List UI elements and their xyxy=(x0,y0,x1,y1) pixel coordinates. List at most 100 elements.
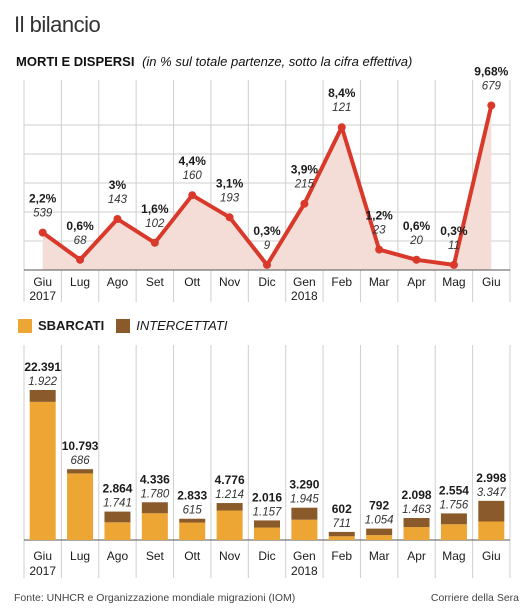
bar-landed-label: 4.336 xyxy=(140,472,170,486)
line-year-label: 2017 xyxy=(29,289,56,303)
legend-swatch-landed xyxy=(18,318,32,333)
bar-month-label: Mag xyxy=(442,549,465,563)
bar-month-label: Giu xyxy=(482,549,501,563)
bar-landed xyxy=(366,535,393,540)
mortality-point xyxy=(38,228,47,237)
mortality-point xyxy=(487,101,496,110)
bar-intercepted-label: 1.463 xyxy=(402,504,431,516)
mortality-percent-label: 0,6% xyxy=(66,219,94,233)
bar-intercepted-label: 711 xyxy=(333,518,351,530)
mortality-point xyxy=(337,123,346,132)
mortality-count-label: 68 xyxy=(74,235,87,247)
mortality-count-label: 102 xyxy=(145,218,165,230)
line-month-label: Feb xyxy=(331,275,352,289)
mortality-point xyxy=(225,213,234,222)
bar-landed-label: 2.098 xyxy=(402,488,432,502)
bar-intercepted xyxy=(366,528,393,536)
line-month-label: Set xyxy=(146,275,165,289)
bar-month-label: Ago xyxy=(107,549,129,563)
mortality-count-label: 9 xyxy=(264,240,271,252)
bar-intercepted xyxy=(141,502,168,514)
mortality-percent-label: 3% xyxy=(109,178,127,192)
bar-intercepted xyxy=(291,507,318,520)
line-month-label: Lug xyxy=(70,275,90,289)
line-month-label: Ott xyxy=(184,275,201,289)
mortality-percent-label: 0,3% xyxy=(440,224,468,238)
bar-landed-label: 792 xyxy=(369,499,389,513)
bar-intercepted xyxy=(328,531,355,537)
subtitle-strong: MORTI E DISPERSI xyxy=(16,54,135,69)
bar-intercepted xyxy=(478,500,505,522)
source-note: Fonte: UNHCR e Organizzazione mondiale m… xyxy=(14,592,296,604)
bar-landed xyxy=(328,536,355,540)
mortality-point xyxy=(300,199,309,208)
bar-intercepted-label: 1.756 xyxy=(440,499,469,511)
mortality-point xyxy=(375,245,384,254)
mortality-point xyxy=(150,238,159,247)
bar-month-label: Giu xyxy=(33,549,52,563)
subtitle-note: (in % sul totale partenze, sotto la cifr… xyxy=(142,54,413,69)
line-month-label: Apr xyxy=(407,275,426,289)
line-year-label: 2018 xyxy=(291,289,318,303)
mortality-percent-label: 4,4% xyxy=(179,154,207,168)
legend-label-intercepted: INTERCETTATI xyxy=(136,318,228,333)
publisher-credit: Corriere della Sera xyxy=(430,592,519,604)
mortality-count-label: 143 xyxy=(108,194,128,206)
line-month-label: Dic xyxy=(258,275,275,289)
bar-intercepted-label: 1.054 xyxy=(365,515,394,527)
mortality-point xyxy=(113,215,122,223)
mortality-count-label: 11 xyxy=(448,240,460,252)
mortality-count-label: 193 xyxy=(220,192,240,204)
mortality-count-label: 539 xyxy=(33,208,53,220)
bar-landed-label: 602 xyxy=(332,502,352,516)
bar-intercepted-label: 615 xyxy=(183,505,203,517)
mortality-count-label: 20 xyxy=(409,235,423,247)
bar-landed-label: 2.554 xyxy=(439,483,469,497)
mortality-point xyxy=(449,260,458,269)
bar-landed xyxy=(254,527,280,540)
bar-landed-label: 4.776 xyxy=(215,473,245,487)
line-month-label: Ago xyxy=(107,275,129,289)
bar-month-label: Ott xyxy=(184,549,201,563)
line-month-label: Giu xyxy=(482,275,501,289)
bar-intercepted xyxy=(216,503,243,511)
bar-intercepted-label: 1.157 xyxy=(253,506,282,518)
mortality-percent-label: 0,3% xyxy=(253,224,281,238)
mortality-percent-label: 0,6% xyxy=(403,219,431,233)
mortality-percent-label: 3,1% xyxy=(216,176,244,190)
bar-landed xyxy=(403,527,430,540)
bar-landed xyxy=(67,473,94,540)
mortality-point xyxy=(263,260,271,269)
bar-month-label: Apr xyxy=(407,549,426,563)
bar-intercepted xyxy=(29,390,56,402)
bar-landed xyxy=(29,401,56,540)
bar-intercepted xyxy=(254,520,280,528)
mortality-point xyxy=(76,255,85,264)
bar-legend: SBARCATI INTERCETTATI xyxy=(18,318,227,333)
bar-month-label: Lug xyxy=(70,549,90,563)
bar-landed xyxy=(291,519,318,540)
bar-month-label: Dic xyxy=(258,549,275,563)
bar-month-label: Gen xyxy=(293,549,316,563)
line-month-label: Mag xyxy=(442,275,465,289)
mortality-percent-label: 9,68% xyxy=(474,64,508,78)
bar-landed xyxy=(216,510,243,540)
mortality-count-label: 121 xyxy=(332,102,351,114)
bar-intercepted-label: 1.214 xyxy=(215,489,244,501)
line-month-label: Gen xyxy=(293,275,316,289)
bar-intercepted-label: 1.741 xyxy=(103,498,132,510)
bar-landed-label: 2.864 xyxy=(102,482,132,496)
bar-month-label: Nov xyxy=(219,549,240,563)
bar-landed xyxy=(440,524,467,540)
line-month-label: Giu xyxy=(33,275,52,289)
bar-landed-label: 2.016 xyxy=(252,490,282,504)
bar-year-label: 2018 xyxy=(291,564,318,578)
bar-intercepted-label: 3.347 xyxy=(477,487,506,499)
mortality-percent-label: 8,4% xyxy=(328,86,356,100)
legend-label-landed: SBARCATI xyxy=(38,318,105,333)
bar-intercepted xyxy=(403,518,430,528)
bar-intercepted xyxy=(440,513,467,525)
bar-landed-label: 10.793 xyxy=(62,439,99,453)
bar-landed-label: 22.391 xyxy=(24,360,61,374)
